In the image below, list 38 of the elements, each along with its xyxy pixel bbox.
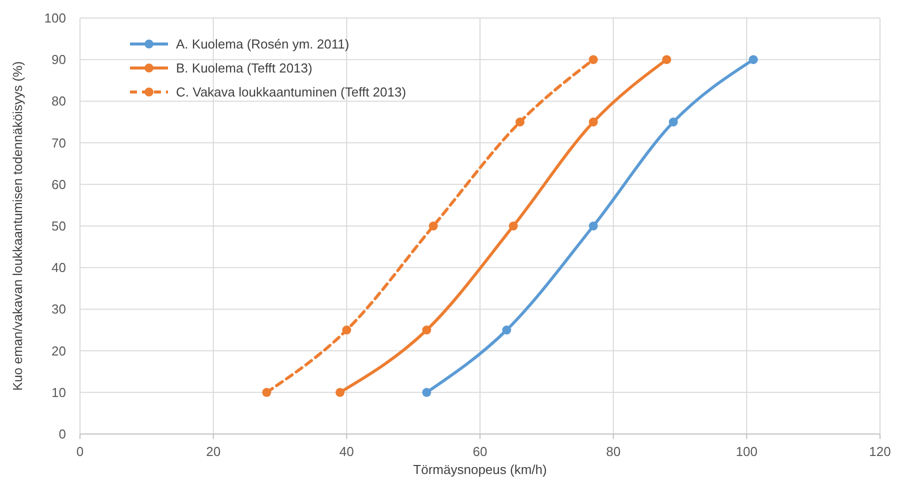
legend-label: B. Kuolema (Tefft 2013) [176,60,312,76]
y-tick-label: 10 [52,384,66,400]
y-tick-label: 60 [52,176,66,192]
y-tick-label: 80 [52,94,66,109]
legend-label: A. Kuolema (Rosén ym. 2011) [176,36,350,52]
point [502,326,512,334]
x-tick-label: 40 [339,444,354,459]
y-tick-label: 90 [52,52,66,68]
y-tick-label: 100 [44,10,66,26]
y-tick-label: 70 [52,135,66,150]
point [428,222,438,230]
x-tick-label: 80 [606,444,621,459]
legend-label: C. Vakava loukkaantuminen (Tefft 2013) [176,84,406,100]
y-tick-label: 40 [52,260,66,276]
point [588,55,598,64]
x-tick-label: 20 [206,444,221,459]
point [336,388,344,397]
x-tick-label: 0 [76,444,84,459]
x-tick-label: 100 [736,444,758,459]
point [508,222,518,230]
point [748,55,758,64]
point [342,326,352,334]
x-axis-title: Törmäysnopeus (km/h) [413,462,547,477]
y-tick-label: 50 [52,218,66,234]
y-axis-title: Kuo eman/vakavan loukkaantumisen todennäköisyys (%) [10,61,25,391]
point [588,222,598,230]
point [516,118,524,126]
point [662,55,672,64]
point [422,326,432,334]
y-tick-label: 20 [52,343,66,358]
x-tick-label: 120 [869,444,891,459]
point [668,118,678,126]
y-tick-label: 30 [52,302,66,317]
y-tick-label: 0 [58,426,66,442]
point [262,388,272,397]
point [422,388,432,397]
x-tick-label: 60 [472,444,488,459]
point [588,118,598,126]
